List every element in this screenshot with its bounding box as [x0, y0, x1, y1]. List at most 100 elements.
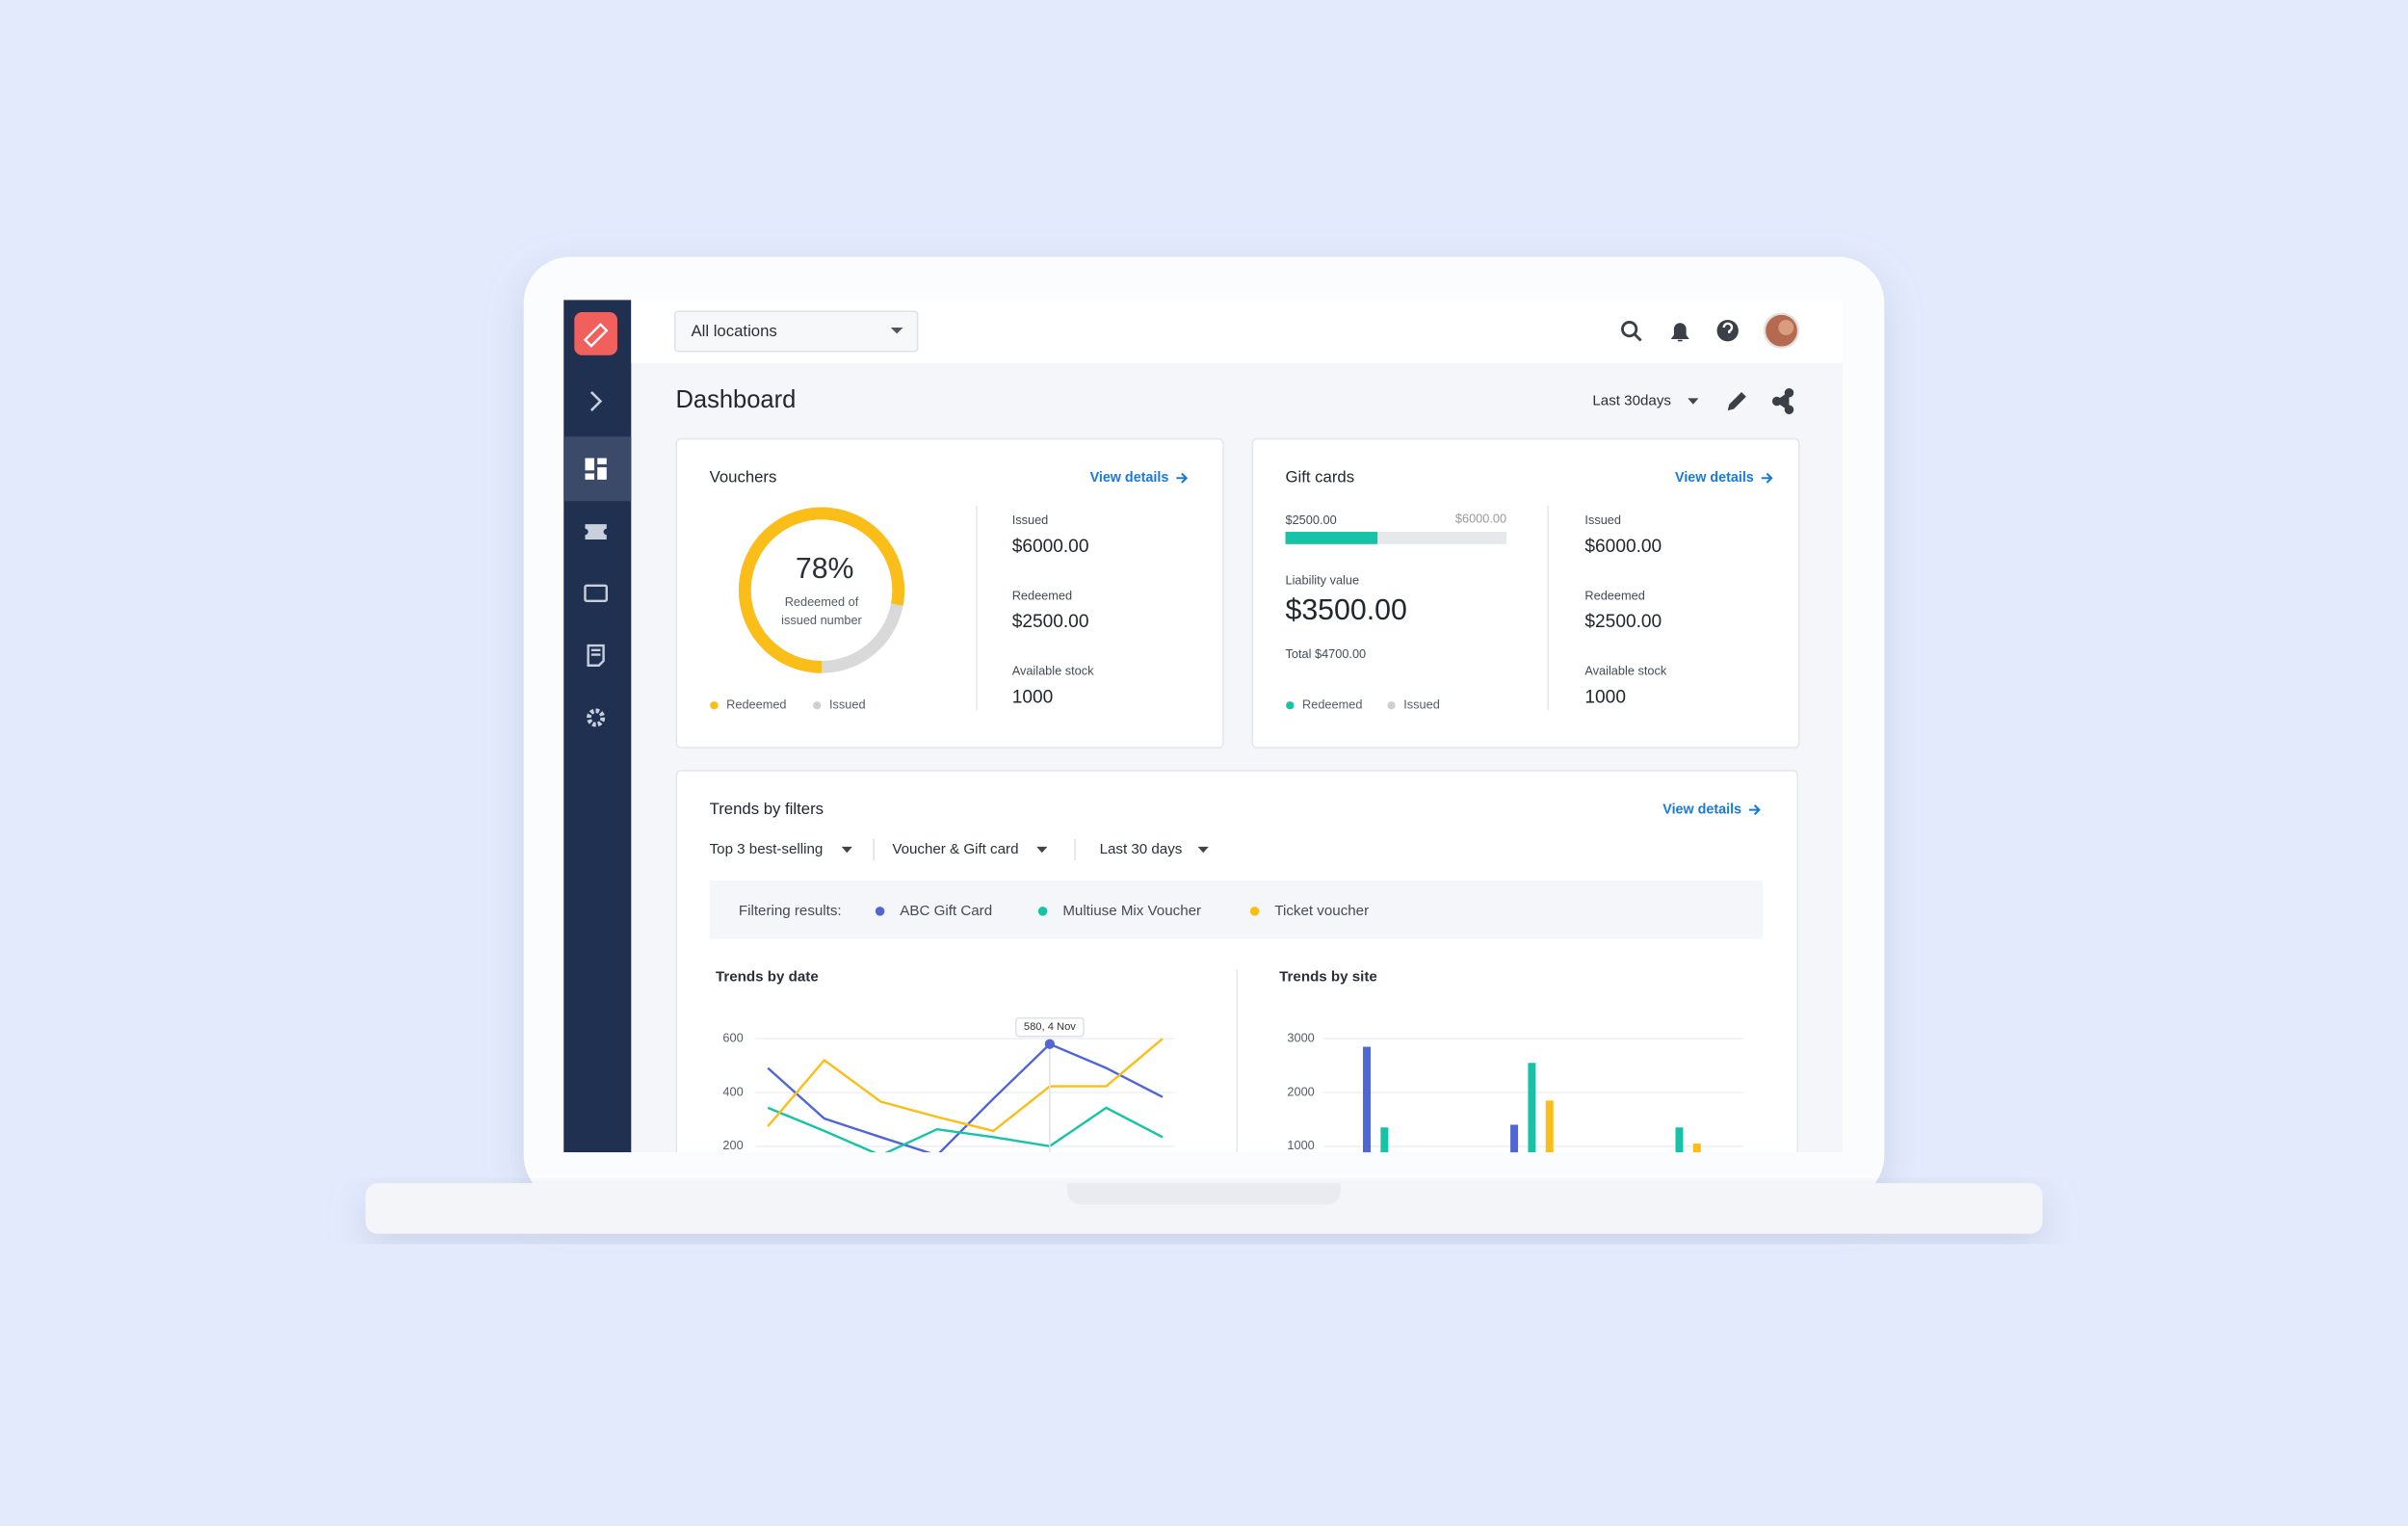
filter-select[interactable]: Last 30 days	[1100, 841, 1183, 857]
card-title: Trends by filters	[710, 800, 824, 818]
nav-dashboard[interactable]	[585, 458, 607, 480]
card-title: Vouchers	[710, 468, 777, 487]
trends-card	[675, 770, 1799, 1153]
caret	[1688, 398, 1699, 405]
nav-reports[interactable]	[587, 644, 605, 667]
stat-label: Redeemed	[1012, 588, 1072, 602]
filter-results-bar	[709, 880, 1764, 939]
nav-vouchers[interactable]	[585, 524, 607, 540]
legend-label: Issued	[829, 697, 866, 712]
y-tick-label: 600	[722, 1031, 743, 1045]
chart-title: Trends by date	[716, 968, 819, 985]
caret	[890, 327, 903, 334]
stat-value: 1000	[1012, 687, 1054, 707]
arrow-icon	[1749, 804, 1761, 816]
stats: Issued $6000.00 Redeemed $2500.00 Available …	[1012, 513, 1094, 707]
bar	[1510, 1124, 1519, 1153]
card-title: Gift cards	[1286, 468, 1355, 487]
donut-caption: Redeemed of	[785, 594, 859, 609]
legend-label: Redeemed	[726, 697, 786, 712]
caret	[841, 846, 852, 854]
help-glyph	[1722, 322, 1734, 338]
bar	[1528, 1063, 1536, 1153]
view-details-link[interactable]: View details	[1090, 470, 1169, 486]
legend-dot	[1387, 701, 1396, 710]
stat-value: $6000.00	[1012, 537, 1089, 557]
charts: ABC Gift Card Multiuse Mix Voucher Ticket …	[722, 903, 1743, 1153]
y-tick-label: 1000	[1287, 1138, 1314, 1152]
line-series	[767, 1038, 1164, 1133]
chart-title: Trends by site	[1279, 968, 1377, 985]
legend-dot	[875, 907, 885, 916]
screen: All locations Dashboard Last 30days Vouc…	[563, 300, 1844, 1153]
help-icon[interactable]	[1716, 320, 1739, 342]
filter-select[interactable]: Top 3 best-selling	[710, 841, 824, 857]
liability-label: Liability value	[1286, 572, 1360, 587]
view-details-link[interactable]: View details	[1662, 802, 1741, 817]
tooltip	[1015, 1016, 1085, 1038]
donut-arc	[738, 507, 905, 673]
total-label: Total $4700.00	[1286, 646, 1367, 661]
stat-value: $2500.00	[1584, 612, 1662, 632]
expand-icon[interactable]	[589, 391, 603, 411]
range-select[interactable]: Last 30days	[1592, 393, 1671, 409]
stat-value: $6000.00	[1584, 537, 1662, 557]
donut-caption: issued number	[781, 613, 862, 627]
share-icon[interactable]	[1771, 387, 1794, 415]
stat-value: 1000	[1584, 687, 1626, 707]
hover-point	[1044, 1039, 1055, 1049]
bar-value: $2500.00	[1286, 513, 1337, 527]
y-tick-label: 200	[722, 1138, 743, 1152]
arrow-icon	[1176, 472, 1189, 484]
y-tick-label: 400	[722, 1084, 743, 1098]
sidebar	[563, 300, 632, 1153]
legend-dot	[710, 701, 719, 710]
nav-settings[interactable]	[587, 708, 606, 727]
bar-max: $6000.00	[1455, 512, 1506, 526]
results-label: Filtering results:	[739, 903, 842, 919]
progress-fill	[1285, 532, 1378, 544]
filter-select[interactable]: Voucher & Gift card	[892, 841, 1018, 857]
bar	[1675, 1127, 1684, 1153]
legend-label: Ticket voucher	[1274, 903, 1369, 919]
avatar-face	[1778, 320, 1794, 335]
legend-dot	[813, 701, 822, 710]
legend-label: Multiuse Mix Voucher	[1062, 903, 1201, 919]
view-details-link[interactable]: View details	[1675, 470, 1754, 486]
tooltip-text: 580, 4 Nov	[1024, 1021, 1076, 1033]
stats: Issued $6000.00 Redeemed $2500.00 Available …	[1584, 513, 1666, 707]
legend-dot	[1037, 907, 1048, 916]
legend-label: Redeemed	[1302, 697, 1362, 712]
line-series	[767, 1042, 1164, 1153]
stat-label: Issued	[1012, 513, 1049, 527]
stat-label: Available stock	[1012, 664, 1094, 678]
page-title: Dashboard	[676, 386, 797, 413]
edit-icon[interactable]	[1727, 391, 1746, 411]
nav-giftcards[interactable]	[584, 584, 608, 602]
laptop-notch	[1067, 1183, 1341, 1205]
bar	[1692, 1144, 1701, 1153]
bar	[1363, 1046, 1371, 1153]
legend-label: Issued	[1403, 697, 1440, 712]
legend-dot	[1286, 701, 1295, 710]
arrow-icon	[1761, 472, 1773, 484]
y-tick-label: 3000	[1287, 1031, 1314, 1045]
location-dropdown[interactable]	[673, 310, 919, 353]
stat-label: Available stock	[1584, 664, 1666, 678]
bar	[1545, 1100, 1554, 1153]
location-label: All locations	[691, 322, 776, 340]
giftcards-card	[1251, 437, 1800, 749]
bell-icon[interactable]	[1670, 323, 1689, 342]
donut-percent: 78%	[796, 553, 854, 585]
line-series	[767, 1106, 1164, 1153]
caret	[1197, 846, 1209, 854]
legend-label: ABC Gift Card	[900, 903, 992, 919]
bar	[1380, 1127, 1389, 1153]
logo[interactable]	[574, 312, 617, 355]
stat-value: $2500.00	[1012, 612, 1089, 632]
legend-dot	[1249, 907, 1260, 916]
search-icon[interactable]	[1621, 320, 1642, 342]
stat-label: Issued	[1584, 513, 1621, 527]
